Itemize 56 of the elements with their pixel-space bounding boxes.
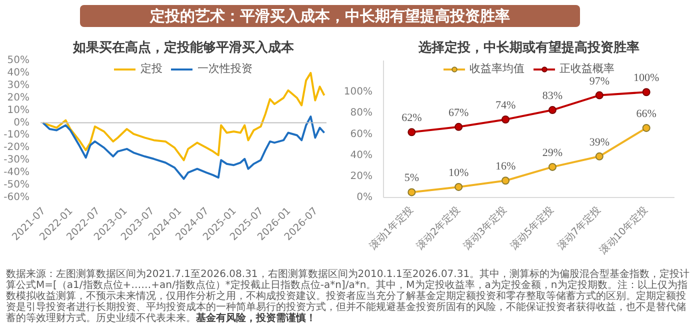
point [408,188,416,196]
legend-label: 收益率均值 [470,61,524,76]
data-label: 5% [404,172,419,184]
data-label: 83% [542,90,563,102]
data-label: 67% [448,106,469,119]
chart-subtitle: 如果买在高点，定投能够平滑买入成本 [72,40,295,56]
data-label: 10% [448,166,469,179]
data-label: 100% [634,72,660,84]
point [454,182,463,191]
point [502,116,510,124]
legend-label: 正收益概率 [560,61,614,76]
y-tick-label: 10% [7,104,30,116]
x-tick-label: 滚动1年定投 [367,204,416,252]
y-tick-label: -30% [4,154,30,166]
legend-label: 定投 [140,61,162,76]
data-label: 97% [589,75,610,88]
data-label: 62% [402,112,422,124]
data-label: 16% [495,160,516,173]
y-tick-label: 0% [356,192,373,203]
y-tick-label: 20% [350,170,373,182]
y-tick-label: -20% [4,142,30,154]
y-tick-label: -50% [4,180,30,191]
point [548,106,556,114]
data-label: 29% [542,146,563,159]
chart-title: 选择定投，中长期或有望提高投资胜率 [418,40,640,56]
y-tick-label: -10% [4,130,30,141]
y-tick-label: 20% [7,92,30,104]
point [408,128,416,136]
y-tick-label: -40% [4,167,30,178]
x-tick-label: 滚动5年定投 [508,204,556,252]
y-tick-label: 60% [350,128,373,140]
data-label: 74% [495,100,516,112]
y-tick-label: -60% [4,192,30,203]
line-series [42,116,326,180]
x-tick-label: 滚动2年定投 [414,204,462,252]
y-tick-label: 40% [350,150,373,161]
data-label: 66% [636,108,656,120]
y-tick-label: 50% [7,55,30,66]
point [502,176,510,185]
point [548,162,556,171]
x-tick-label: 滚动3年定投 [461,204,510,252]
point [595,152,604,160]
y-tick-label: 30% [7,80,30,91]
y-tick-label: 0% [14,117,30,128]
y-tick-label: 40% [7,67,30,78]
y-tick-label: 100% [344,86,373,98]
point [454,122,463,131]
point [642,124,650,132]
data-label: 39% [589,136,610,148]
chart-title: 定投的艺术：平滑买入成本，中长期有望提高投资胜率 [150,6,510,27]
y-tick-label: 80% [350,108,373,119]
legend-label: 一次性投资 [198,61,252,76]
point [642,88,650,96]
point [595,91,604,100]
text: 基金有风险，投资需谨慎！ [196,313,316,324]
line-series [42,72,326,162]
